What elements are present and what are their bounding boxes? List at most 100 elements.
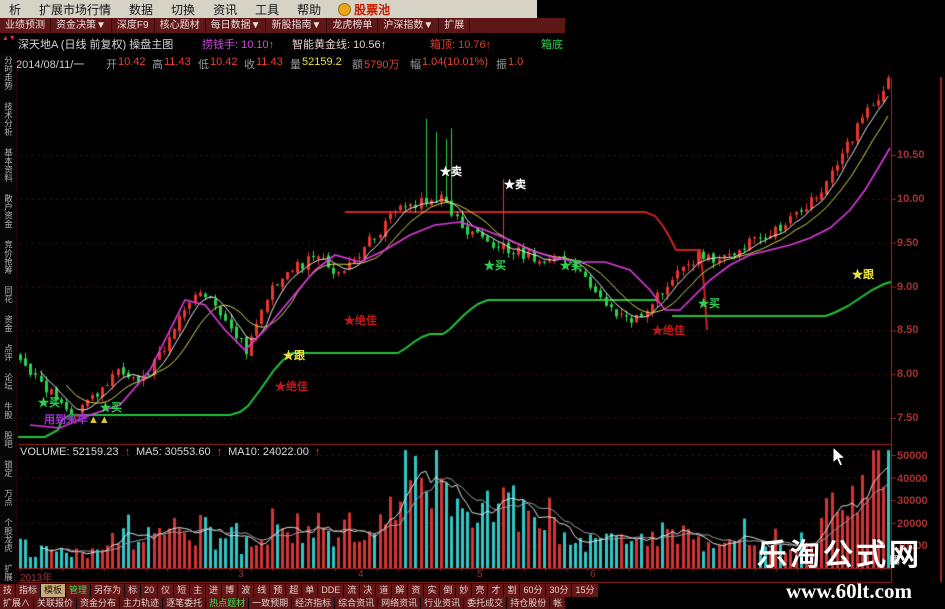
time-axis-label-3: 5 (477, 569, 483, 580)
tab-indicator-23[interactable]: 实 (424, 584, 440, 597)
tab-panel-12[interactable]: 持仓股份 (507, 597, 550, 609)
sidebar-item-12[interactable]: 万点 (3, 489, 14, 506)
tab-indicator-24[interactable]: 倒 (440, 584, 456, 597)
tab-indicator-4[interactable]: 另存为 (91, 584, 125, 597)
tab-indicator-29[interactable]: 60分 (520, 584, 546, 597)
chart-annotation-6: ★买 (698, 298, 720, 310)
tab-indicator-26[interactable]: 亮 (472, 584, 488, 597)
grid-icon[interactable]: ▦ (889, 552, 901, 566)
tab-indicator-16[interactable]: 单 (302, 584, 318, 597)
tab-indicator-8[interactable]: 短 (174, 584, 190, 597)
volume-header-seg-2: MA5: 30553.60 (135, 446, 211, 458)
toolbar-item-6[interactable]: 龙虎榜单 (327, 18, 379, 33)
tab-panel-1[interactable]: 关联报价 (34, 597, 77, 609)
symbol-info-seg-1: 捞钱手: 10.10↑ (202, 39, 275, 51)
tab-indicator-3[interactable]: 管理 (66, 584, 91, 597)
ohlc-seg-12: 5790万 (364, 59, 400, 71)
tab-indicator-21[interactable]: 解 (392, 584, 408, 597)
tab-indicator-17[interactable]: DDE (318, 584, 344, 597)
menu-item-0[interactable]: 析 (9, 2, 22, 17)
tab-indicator-31[interactable]: 15分 (572, 584, 598, 597)
ohlc-seg-14: 1.04(10.01%) (422, 56, 489, 68)
volume-axis-label-2: 30000 (897, 495, 928, 508)
tab-indicator-28[interactable]: 割 (504, 584, 520, 597)
sidebar-item-6[interactable]: 资金 (3, 315, 14, 332)
sidebar-item-9[interactable]: 牛股 (3, 402, 14, 419)
scroll-arrows-icon[interactable]: ▲▼ (2, 35, 16, 42)
tab-panel-4[interactable]: 逐笔委托 (163, 597, 206, 609)
time-axis-label-4: 6 (590, 569, 596, 580)
tab-panel-2[interactable]: 资金分布 (77, 597, 120, 609)
ohlc-seg-10: 52159.2 (302, 56, 342, 68)
tab-indicator-20[interactable]: 道 (376, 584, 392, 597)
toolbar-item-7[interactable]: 沪深指数▼ (378, 18, 440, 33)
tab-indicator-27[interactable]: 才 (488, 584, 504, 597)
toolbar-item-3[interactable]: 核心题材 (155, 18, 206, 33)
tab-indicator-12[interactable]: 波 (238, 584, 254, 597)
tab-panel-3[interactable]: 主力轨迹 (120, 597, 163, 609)
menu-item-2[interactable]: 数据 (129, 2, 154, 17)
menu-item-stock-pool[interactable]: 股票池 (330, 1, 398, 18)
sidebar-item-1[interactable]: 技术分析 (3, 102, 14, 136)
menu-item-3[interactable]: 切换 (171, 2, 196, 17)
toolbar-item-0[interactable]: 业绩预测 (0, 18, 51, 33)
tab-panel-5[interactable]: 热点题材 (206, 597, 249, 609)
tab-indicator-9[interactable]: 主 (190, 584, 206, 597)
tab-indicator-15[interactable]: 超 (286, 584, 302, 597)
tab-indicator-6[interactable]: 20 (141, 584, 158, 597)
tab-indicator-1[interactable]: 指标 (16, 584, 41, 597)
tab-indicator-22[interactable]: 资 (408, 584, 424, 597)
sidebar-item-14[interactable]: 扩展 (3, 564, 14, 581)
sidebar-item-7[interactable]: 点评 (3, 344, 14, 361)
menu-bar: 析 扩展市场行情 数据 切换 资讯 工具 帮助 股票池 (0, 0, 537, 18)
toolbar-item-1[interactable]: 资金决策▼ (51, 18, 112, 33)
ohlc-seg-5: 低 (198, 59, 209, 71)
ohlc-seg-2: 10.42 (118, 56, 146, 68)
tab-indicator-18[interactable]: 流 (344, 584, 360, 597)
sidebar-item-5[interactable]: 同花 (3, 286, 14, 303)
tab-indicator-7[interactable]: 仪 (158, 584, 174, 597)
ohlc-seg-9: 量 (290, 59, 301, 71)
sidebar-item-8[interactable]: 论坛 (3, 373, 14, 390)
tab-indicator-30[interactable]: 30分 (546, 584, 572, 597)
menu-item-4[interactable]: 资讯 (213, 2, 238, 17)
sidebar-item-10[interactable]: 股吧 (3, 431, 14, 448)
tab-indicator-10[interactable]: 进 (206, 584, 222, 597)
tab-panel-10[interactable]: 行业资讯 (421, 597, 464, 609)
tab-panel-9[interactable]: 网络资讯 (378, 597, 421, 609)
sidebar-item-4[interactable]: 竞价抢筹 (3, 240, 14, 274)
tab-panel-7[interactable]: 经济指标 (292, 597, 335, 609)
tab-indicator-5[interactable]: 标 (125, 584, 141, 597)
tab-panel-0[interactable]: 扩展∧ (0, 597, 34, 609)
sidebar-item-13[interactable]: 个股龙虎 (3, 518, 14, 552)
chart-annotation-7: ★跟 (283, 350, 305, 362)
tab-panel-11[interactable]: 委托成交 (464, 597, 507, 609)
tab-indicator-19[interactable]: 决 (360, 584, 376, 597)
volume-header: VOLUME: 52159.23 ↑ MA5: 30553.60 ↑ MA10: 240… (20, 446, 326, 458)
chart-annotation-5: ★买 (560, 260, 582, 272)
toolbar-item-8[interactable]: 扩展 (439, 18, 471, 33)
toolbar-item-4[interactable]: 每日数据▼ (206, 18, 267, 33)
tab-indicator-2[interactable]: 模板 (41, 584, 66, 597)
price-volume-chart-canvas[interactable] (17, 73, 945, 584)
menu-item-6[interactable]: 帮助 (297, 2, 322, 17)
tab-panel-8[interactable]: 综合资讯 (335, 597, 378, 609)
tab-panel-6[interactable]: 一致预期 (249, 597, 292, 609)
tab-indicator-0[interactable]: 技 (0, 584, 16, 597)
toolbar-item-2[interactable]: 深度F9 (112, 18, 155, 33)
tab-indicator-13[interactable]: 线 (254, 584, 270, 597)
ohlc-seg-7: 收 (244, 59, 255, 71)
volume-axis-label-0: 50000 (897, 450, 928, 462)
menu-item-1[interactable]: 扩展市场行情 (39, 2, 112, 17)
menu-item-5[interactable]: 工具 (255, 2, 280, 17)
tab-indicator-11[interactable]: 博 (222, 584, 238, 597)
sidebar-item-11[interactable]: 锁定 (3, 460, 14, 477)
sidebar-item-2[interactable]: 基本资料 (3, 148, 14, 182)
tab-indicator-25[interactable]: 妙 (456, 584, 472, 597)
sidebar-item-0[interactable]: 分时走势 (3, 56, 14, 90)
ohlc-seg-15: 振 (496, 59, 507, 71)
sidebar-item-3[interactable]: 散户资金 (3, 194, 14, 228)
toolbar-item-5[interactable]: 新股指南▼ (266, 18, 328, 33)
tab-panel-13[interactable]: 帐 (550, 597, 566, 609)
tab-indicator-14[interactable]: 预 (270, 584, 286, 597)
